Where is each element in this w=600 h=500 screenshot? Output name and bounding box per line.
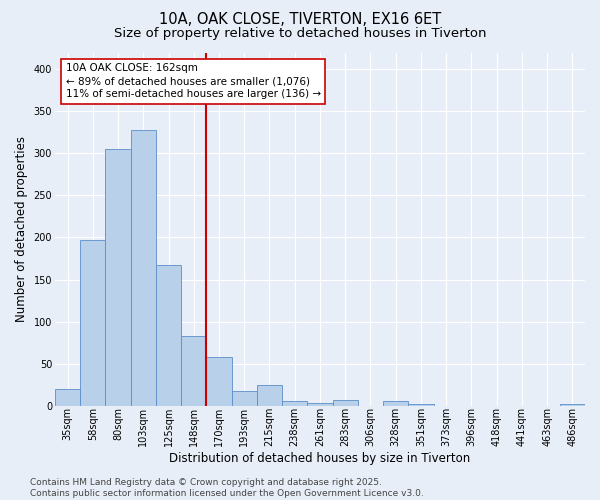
Bar bbox=[106, 149, 131, 406]
Bar bbox=[156, 265, 181, 406]
Bar bbox=[282, 400, 307, 406]
Bar bbox=[80, 240, 106, 406]
Text: Contains HM Land Registry data © Crown copyright and database right 2025.
Contai: Contains HM Land Registry data © Crown c… bbox=[30, 478, 424, 498]
Bar bbox=[131, 130, 156, 406]
Bar bbox=[206, 357, 232, 406]
X-axis label: Distribution of detached houses by size in Tiverton: Distribution of detached houses by size … bbox=[169, 452, 470, 465]
Bar bbox=[332, 400, 358, 406]
Text: 10A OAK CLOSE: 162sqm
← 89% of detached houses are smaller (1,076)
11% of semi-d: 10A OAK CLOSE: 162sqm ← 89% of detached … bbox=[65, 63, 320, 100]
Bar bbox=[560, 404, 585, 406]
Bar bbox=[232, 390, 257, 406]
Text: Size of property relative to detached houses in Tiverton: Size of property relative to detached ho… bbox=[114, 28, 486, 40]
Bar bbox=[307, 403, 332, 406]
Y-axis label: Number of detached properties: Number of detached properties bbox=[15, 136, 28, 322]
Text: 10A, OAK CLOSE, TIVERTON, EX16 6ET: 10A, OAK CLOSE, TIVERTON, EX16 6ET bbox=[159, 12, 441, 28]
Bar bbox=[181, 336, 206, 406]
Bar bbox=[409, 404, 434, 406]
Bar bbox=[383, 402, 409, 406]
Bar bbox=[55, 389, 80, 406]
Bar bbox=[257, 384, 282, 406]
